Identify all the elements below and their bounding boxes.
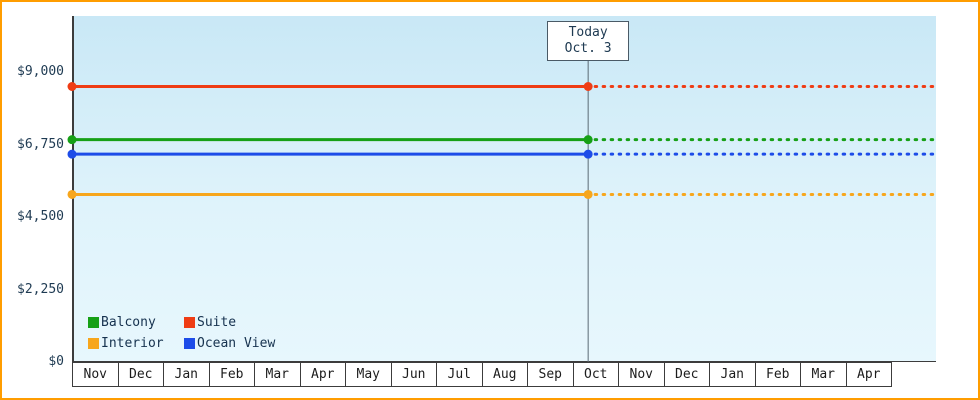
month-cell: Dec — [663, 362, 710, 387]
legend-label: Balcony — [101, 315, 156, 330]
month-cell: Jan — [709, 362, 756, 387]
month-cell: May — [345, 362, 392, 387]
x-axis-month-row: Nov Dec Jan Feb Mar Apr May Jun Jul Aug Sep Oct Nov D… — [72, 362, 892, 387]
month-cell: Feb — [754, 362, 801, 387]
month-cell: Mar — [800, 362, 847, 387]
y-tick-label: $2,250 — [17, 281, 64, 297]
y-tick-label: $0 — [48, 354, 64, 369]
month-cell: Mar — [254, 362, 301, 387]
legend-swatch-icon — [88, 317, 99, 328]
month-cell: Feb — [208, 362, 255, 387]
legend: Balcony Suite Interior Ocean View — [88, 312, 280, 354]
legend-label: Suite — [197, 315, 237, 330]
today-label: Today — [568, 25, 608, 40]
month-cell: Oct — [572, 362, 619, 387]
legend-item: Interior — [88, 336, 184, 351]
month-cell: Nov — [72, 362, 119, 387]
y-tick-label: $4,500 — [17, 209, 64, 224]
y-tick-label: $6,750 — [17, 136, 64, 152]
plot-area — [72, 16, 936, 362]
legend-swatch-icon — [184, 338, 195, 349]
legend-row: Interior Ocean View — [88, 333, 280, 354]
month-cell: Jun — [390, 362, 437, 387]
y-tick-label: $9,000 — [17, 64, 64, 79]
legend-swatch-icon — [184, 317, 195, 328]
today-marker-label: Today Oct. 3 — [547, 21, 630, 61]
legend-swatch-icon — [88, 338, 99, 349]
month-cell: Sep — [527, 362, 574, 387]
month-cell: Jul — [436, 362, 483, 387]
month-cell: Apr — [845, 362, 892, 387]
month-cell: Jan — [163, 362, 210, 387]
legend-label: Interior — [101, 336, 164, 351]
month-cell: Nov — [618, 362, 665, 387]
legend-item: Suite — [184, 315, 280, 330]
month-cell: Dec — [117, 362, 164, 387]
today-date: Oct. 3 — [564, 41, 612, 56]
legend-label: Ocean View — [197, 336, 276, 351]
legend-item: Ocean View — [184, 336, 280, 351]
legend-row: Balcony Suite — [88, 312, 280, 333]
legend-item: Balcony — [88, 315, 184, 330]
month-cell: Aug — [481, 362, 528, 387]
month-cell: Apr — [299, 362, 346, 387]
